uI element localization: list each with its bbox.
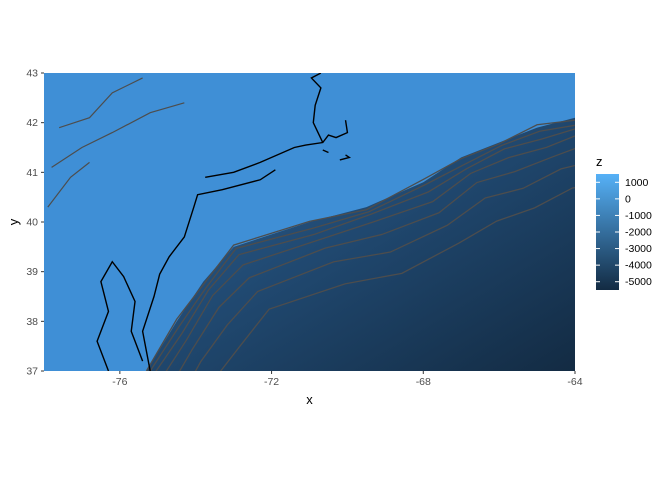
depth-contour [178,147,575,371]
legend-label: -1000 [625,210,652,222]
legend-title: z [596,154,603,169]
legend-label: 0 [625,193,631,205]
x-axis: -76 -72 -68 -64 [112,371,583,388]
colorbar-legend: z 1000 0 -1000 -2000 -3000 -4000 -5000 [596,154,652,290]
coastline-segment [141,169,276,371]
plot-panel [44,73,575,371]
depth-contour [194,164,575,371]
depth-contours [47,77,575,371]
land-contour [58,77,143,129]
x-axis-title: x [306,392,313,407]
x-tick-label: -76 [112,376,127,388]
coastline-segment [339,154,352,161]
legend-label: 1000 [625,177,649,189]
x-tick-label: -64 [567,376,582,388]
x-tick-label: -72 [264,376,279,388]
legend-label: -2000 [625,227,652,239]
coastline-segment [322,149,329,154]
coastline-segment [205,120,349,178]
legend-ticks: 1000 0 -1000 -2000 -3000 -4000 -5000 [596,177,652,288]
raster-deep-water [146,117,575,371]
y-axis-title: y [6,218,21,225]
land-contour [47,161,90,208]
depth-contour [149,124,575,371]
y-axis: 37 38 39 40 41 42 43 [26,68,44,378]
y-tick-label: 40 [26,217,38,229]
depth-contour [165,135,575,371]
coastline-segment [310,73,324,143]
y-tick-label: 39 [26,266,38,278]
x-tick-label: -68 [416,376,431,388]
legend-label: -5000 [625,276,652,288]
y-tick-label: 37 [26,366,38,378]
depth-contour [155,128,575,371]
legend-label: -3000 [625,243,652,255]
y-tick-label: 41 [26,167,38,179]
y-tick-label: 42 [26,117,38,129]
depth-contour [145,119,575,371]
y-tick-label: 38 [26,316,38,328]
colorbar [596,174,619,290]
land-contour [51,102,185,168]
y-tick-label: 43 [26,68,38,80]
legend-label: -4000 [625,260,652,272]
depth-contour [219,186,575,371]
coastline-segment [96,260,144,371]
coastline [96,73,352,371]
